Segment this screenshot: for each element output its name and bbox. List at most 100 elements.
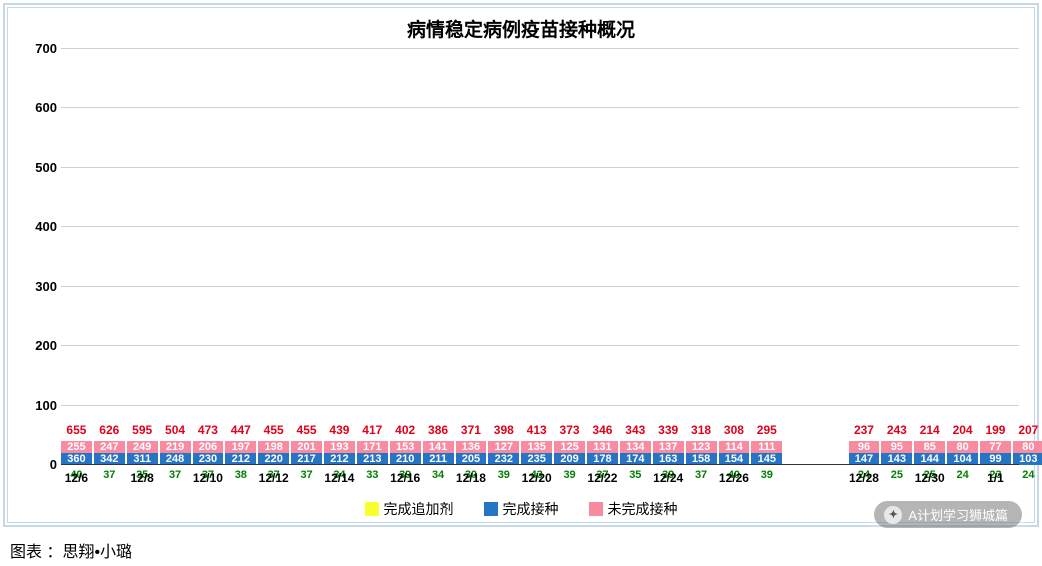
bar-slot: 45519822037 [258,441,289,465]
bar-slot: 45520121737 [291,441,322,465]
y-tick-label: 100 [17,398,57,413]
x-tick-label: 12/26 [719,471,750,491]
watermark-text: A计划学习狮城篇 [908,505,1008,524]
bar-seg-incomplete: 77 [980,441,1011,453]
bar-slot: 37312520939 [554,441,585,465]
bar-slot: 50421924837 [160,441,191,465]
bar-slot: 65525536040 [61,441,92,465]
bar-slot: 2048010424 [947,441,978,465]
bar-seg-value: 255 [67,441,85,453]
bar-total-label: 318 [686,423,717,437]
bar-seg-value: 134 [626,441,644,453]
x-tick-label: 12/8 [127,471,158,491]
legend-swatch [365,502,379,516]
bar-seg-incomplete: 219 [160,441,191,453]
bar-seg-value: 127 [495,441,513,453]
y-tick-label: 200 [17,338,57,353]
bar-seg-value: 95 [891,441,903,453]
bar-slot: 41313523543 [521,441,552,465]
bar-seg-value: 193 [330,441,348,453]
bar-seg-incomplete: 247 [94,441,125,453]
bar-seg-value: 206 [199,441,217,453]
bar-seg-value: 123 [692,441,710,453]
bar-seg-value: 197 [232,441,250,453]
x-tick-label: 12/16 [390,471,421,491]
bar-seg-value: 125 [560,441,578,453]
bar-slot: 2078010324 [1013,441,1042,465]
bar-seg-value: 77 [989,441,1001,453]
x-tick-label [751,471,782,491]
bar-seg-incomplete: 114 [719,441,750,453]
plot-area: 0100200300400500600700655255360406262473… [61,49,1019,465]
bar-slot: 40215321039 [390,441,421,465]
x-tick-label: 12/6 [61,471,92,491]
legend-swatch [589,502,603,516]
bar-seg-value: 198 [265,441,283,453]
bar-seg-incomplete: 249 [127,441,158,453]
chart-title: 病情稳定病例疫苗接种概况 [5,5,1037,46]
x-tick-label [291,471,322,491]
x-tick-label [1013,471,1042,491]
bar-seg-value: 131 [593,441,611,453]
bar-slot: 41717121333 [357,441,388,465]
bar-seg-value: 171 [363,441,381,453]
bar-total-label: 371 [456,423,487,437]
bar-slot: 2379614724 [849,441,880,465]
bar-slot: 33913716339 [653,441,684,465]
bar-seg-incomplete: 135 [521,441,552,453]
bar-seg-value: 153 [396,441,414,453]
legend-item: 完成追加剂 [365,499,454,519]
bar-slot: 37113620530 [456,441,487,465]
bar-seg-value: 247 [100,441,118,453]
bar-total-label: 346 [587,423,618,437]
bar-slot: 2439514325 [881,441,912,465]
bar-seg-value: 249 [133,441,151,453]
bar-seg-incomplete: 80 [1013,441,1042,453]
x-tick-label [554,471,585,491]
x-tick-label: 12/28 [849,471,880,491]
bar-seg-incomplete: 141 [423,441,454,453]
x-tick-label [94,471,125,491]
bar-total-label: 413 [521,423,552,437]
bar-seg-value: 201 [297,441,315,453]
bar-seg-incomplete: 123 [686,441,717,453]
bar-slot: 29511114539 [751,441,782,465]
bar-slot: 2148514425 [914,441,945,465]
x-tick-label [620,471,651,491]
legend-label: 完成接种 [503,499,559,519]
bar-total-label: 204 [947,423,978,437]
x-tick-label [423,471,454,491]
x-tick-label: 12/12 [258,471,289,491]
bar-seg-incomplete: 134 [620,441,651,453]
y-tick-label: 500 [17,160,57,175]
bar-total-label: 398 [488,423,519,437]
bar-seg-incomplete: 198 [258,441,289,453]
bar-total-label: 207 [1013,423,1042,437]
bar-total-label: 455 [258,423,289,437]
legend-item: 未完成接种 [589,499,678,519]
x-tick-label: 12/14 [324,471,355,491]
bar-total-label: 343 [620,423,651,437]
bar-total-label: 386 [423,423,454,437]
bar-seg-incomplete: 193 [324,441,355,453]
bar-seg-incomplete: 201 [291,441,322,453]
bar-seg-incomplete: 137 [653,441,684,453]
bar-seg-value: 137 [659,441,677,453]
bar-seg-incomplete: 96 [849,441,880,453]
bar-seg-incomplete: 206 [193,441,224,453]
x-tick-label: 12/18 [456,471,487,491]
bar-total-label: 295 [751,423,782,437]
bar-slot: 199779923 [980,441,1011,465]
y-tick-label: 600 [17,100,57,115]
chart-frame: 病情稳定病例疫苗接种概况 010020030040050060070065525… [3,3,1039,527]
bar-slot: 47320623037 [193,441,224,465]
bar-total-label: 473 [193,423,224,437]
bar-seg-value: 111 [758,441,775,453]
bar-total-label: 237 [849,423,880,437]
x-tick-label: 12/30 [914,471,945,491]
bar-seg-incomplete: 171 [357,441,388,453]
legend-label: 未完成接种 [608,499,678,519]
bar-seg-incomplete: 111 [751,441,782,453]
x-tick-label [357,471,388,491]
bar-total-label: 626 [94,423,125,437]
